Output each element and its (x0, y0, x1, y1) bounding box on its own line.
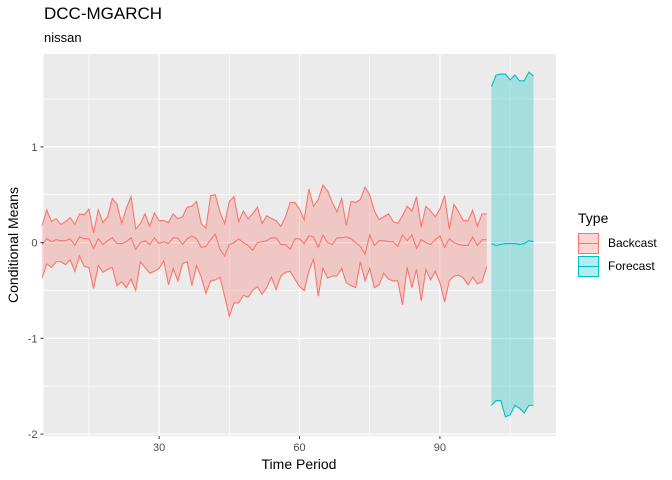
x-axis-label: Time Period (261, 456, 337, 472)
forecast-lower-line (491, 400, 534, 418)
legend-title: Type (578, 210, 609, 226)
major-gridlines (43, 54, 556, 436)
y-tick-label: 1 (31, 142, 37, 154)
backcast-ribbon (42, 185, 487, 317)
y-tick-label: 0 (31, 238, 37, 250)
chart-subtitle: nissan (44, 30, 82, 45)
forecast-upper-line (490, 71, 534, 87)
backcast-upper-line (41, 184, 487, 234)
y-tick-label: -2 (28, 429, 38, 441)
chart-title: DCC-MGARCH (44, 4, 163, 23)
x-tick-label: 60 (293, 442, 305, 454)
series-layer (41, 71, 534, 418)
y-axis-label: Conditional Means (5, 187, 21, 303)
axes: 30 60 90 -2 -1 0 1 (28, 142, 446, 454)
x-tick-label: 90 (434, 442, 446, 454)
backcast-mean-line (41, 232, 487, 258)
forecast-ribbon (491, 72, 534, 417)
x-tick-label: 30 (153, 442, 165, 454)
legend-label-backcast: Backcast (608, 236, 657, 250)
forecast-mean-line (491, 240, 534, 247)
legend-keys (578, 233, 599, 277)
y-tick-label: -1 (28, 333, 38, 345)
backcast-lower-line (41, 254, 488, 319)
legend-label-forecast: Forecast (608, 259, 655, 273)
